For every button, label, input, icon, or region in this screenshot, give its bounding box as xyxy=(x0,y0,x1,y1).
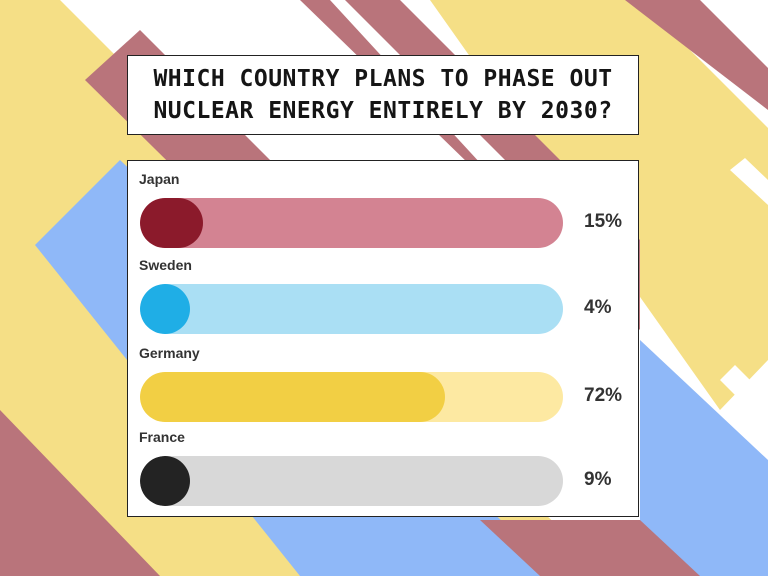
progress-fill xyxy=(140,198,204,248)
progress-track xyxy=(140,372,563,422)
option-percent: 4% xyxy=(584,297,612,318)
poll-option-france[interactable]: France 9% xyxy=(128,429,638,509)
bg-stripe-rose xyxy=(625,0,768,110)
poll-option-japan[interactable]: Japan 15% xyxy=(128,171,638,251)
bg-stripe-white xyxy=(730,158,768,205)
progress-track xyxy=(140,198,563,248)
poll-results-card: Japan 15% Sweden 4% Germany 72% France 9… xyxy=(127,160,639,517)
option-percent: 15% xyxy=(584,211,623,232)
progress-fill xyxy=(140,284,190,334)
progress-fill xyxy=(140,456,190,506)
question-title: WHICH COUNTRY PLANS TO PHASE OUT NUCLEAR… xyxy=(153,66,613,124)
option-percent: 9% xyxy=(584,469,612,490)
option-label: France xyxy=(139,429,185,445)
progress-fill xyxy=(140,372,445,422)
bg-stripe-rose xyxy=(480,520,700,576)
progress-track xyxy=(140,284,563,334)
bg-stripe-white xyxy=(720,365,768,428)
question-card: WHICH COUNTRY PLANS TO PHASE OUT NUCLEAR… xyxy=(127,55,639,135)
progress-track xyxy=(140,456,563,506)
option-label: Germany xyxy=(139,345,200,361)
poll-option-sweden[interactable]: Sweden 4% xyxy=(128,257,638,337)
option-percent: 72% xyxy=(584,385,623,406)
poll-option-germany[interactable]: Germany 72% xyxy=(128,345,638,425)
option-label: Sweden xyxy=(139,257,192,273)
option-label: Japan xyxy=(139,171,180,187)
bg-stripe-blue xyxy=(640,340,768,576)
bg-stripe-rose xyxy=(0,410,160,576)
